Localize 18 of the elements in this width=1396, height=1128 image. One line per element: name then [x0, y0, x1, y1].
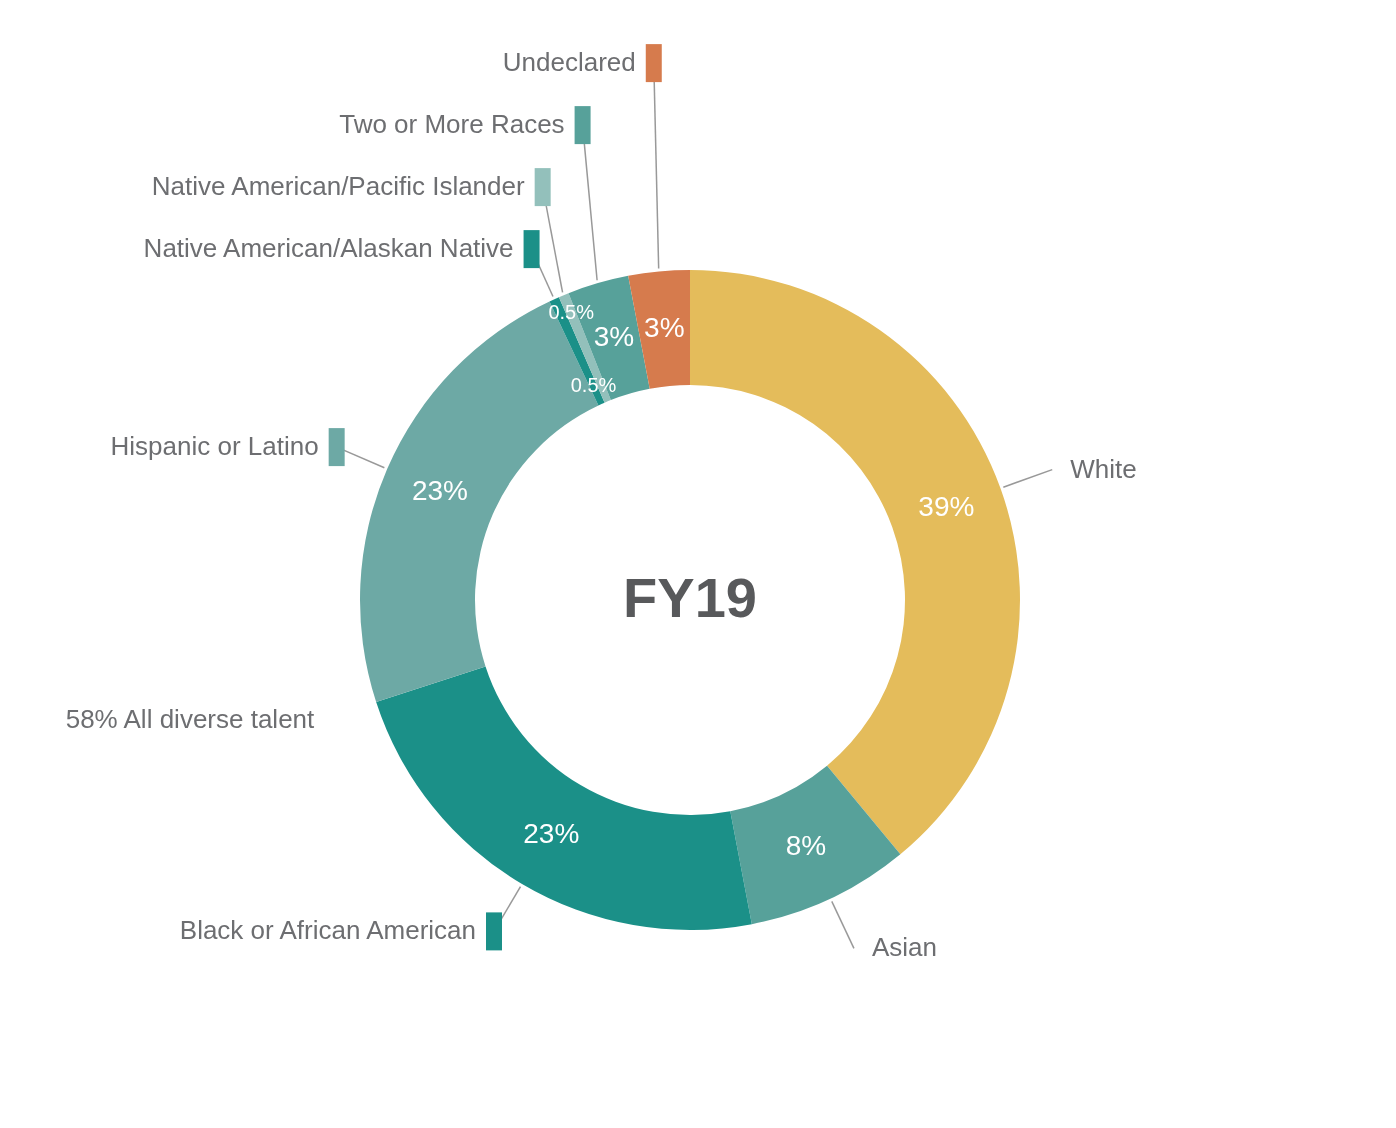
- slice-label: Asian: [871, 932, 937, 963]
- text: FY19: [623, 566, 757, 629]
- legend-label: Native American/Alaskan Native: [143, 233, 514, 264]
- data-label: 23%: [411, 474, 468, 506]
- donut-slice: [730, 765, 901, 925]
- data-label: 39%: [918, 490, 975, 522]
- text: 58% All diverse talent: [65, 704, 316, 734]
- data-label: 3%: [593, 321, 635, 353]
- slice-label: White: [1070, 453, 1137, 484]
- data-label: 23%: [523, 817, 580, 849]
- data-label: 0.5%: [548, 301, 595, 324]
- data-label: 3%: [644, 311, 685, 343]
- legend-label: Undeclared: [502, 47, 636, 78]
- legend-label: Hispanic or Latino: [110, 431, 319, 462]
- data-label: 8%: [785, 829, 827, 861]
- legend-label: Black or African American: [179, 915, 477, 946]
- legend-label: Native American/Pacific Islander: [151, 171, 525, 202]
- legend-label: Two or More Races: [339, 109, 565, 140]
